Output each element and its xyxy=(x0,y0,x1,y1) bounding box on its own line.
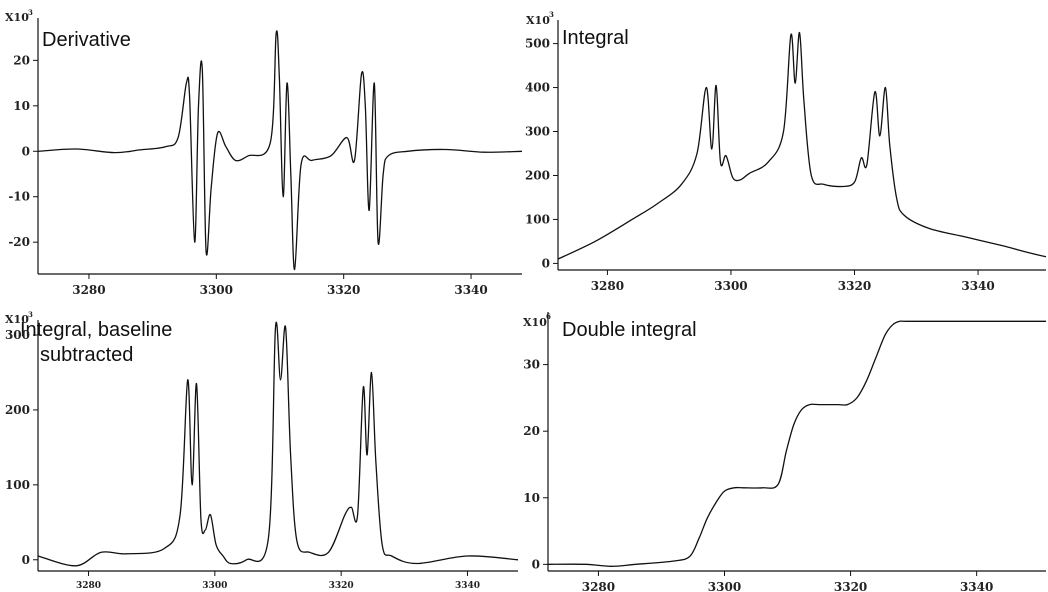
baseline-y-tick-label: 200 xyxy=(5,403,30,417)
derivative-y-multiplier-exp: 3 xyxy=(28,8,33,17)
baseline-y-tick-label: 100 xyxy=(5,478,30,492)
integral-y-tick-label: 500 xyxy=(525,37,550,51)
baseline-x-tick-label: 3300 xyxy=(202,581,227,591)
baseline-x-tick-label: 3340 xyxy=(455,581,480,591)
integral-y-multiplier-exp: 3 xyxy=(549,10,554,19)
double-integral-y-tick-label: 30 xyxy=(523,358,540,372)
derivative-panel: Derivative X10 3 3280 3300 3320 3340 -20 -10 0… xyxy=(5,8,523,297)
integral-y-multiplier: X10 xyxy=(526,14,550,27)
baseline-y-multiplier: X10 xyxy=(5,313,29,326)
derivative-x-tick-label: 3300 xyxy=(200,283,233,297)
derivative-y-tick-label: 10 xyxy=(13,99,30,113)
derivative-y-tick-label: 0 xyxy=(22,144,30,158)
baseline-title-line2: subtracted xyxy=(40,344,133,366)
integral-x-tick-label: 3340 xyxy=(961,279,994,293)
integral-x-tick-label: 3320 xyxy=(838,279,871,293)
baseline-y-multiplier-exp: 3 xyxy=(28,310,33,319)
baseline-title-line1: Integral, baseline xyxy=(20,319,172,341)
baseline-x-tick-label: 3320 xyxy=(329,581,354,591)
integral-y-tick-label: 100 xyxy=(525,212,550,226)
integral-y-tick-label: 300 xyxy=(525,125,550,139)
double-integral-panel: Double integral X10 6 3280 3300 3320 334001… xyxy=(523,312,1046,592)
integral-y-tick-label: 0 xyxy=(542,256,550,270)
derivative-x-tick-label: 3340 xyxy=(454,283,487,297)
baseline-y-tick-label: 300 xyxy=(5,328,30,342)
derivative-title: Derivative xyxy=(42,29,131,51)
derivative-y-tick-label: -20 xyxy=(8,235,30,249)
derivative-y-tick-label: -10 xyxy=(8,190,30,204)
double-integral-x-tick-label: 3280 xyxy=(582,580,615,592)
double-integral-x-tick-label: 3340 xyxy=(960,580,993,592)
double-integral-y-tick-label: 0 xyxy=(532,557,540,571)
integral-panel: Integral X10 3 3280 3300 3320 3340 0 100 200 30… xyxy=(525,10,1047,293)
double-integral-x-tick-label: 3300 xyxy=(708,580,741,592)
baseline-series-line xyxy=(37,321,519,567)
derivative-x-tick-label: 3280 xyxy=(72,283,105,297)
baseline-y-tick-label: 0 xyxy=(22,553,30,567)
derivative-series-line xyxy=(37,30,523,271)
integral-series-line xyxy=(557,31,1047,260)
integral-baseline-subtracted-panel: Integral, baseline subtracted X10 3 3280… xyxy=(5,310,519,591)
double-integral-y-tick-label: 20 xyxy=(523,424,540,438)
derivative-x-tick-label: 3320 xyxy=(327,283,360,297)
double-integral-x-tick-label: 3320 xyxy=(834,580,867,592)
integral-title: Integral xyxy=(562,27,629,49)
derivative-y-multiplier: X10 xyxy=(5,11,29,24)
double-integral-series-line xyxy=(547,320,1046,567)
integral-y-tick-label: 200 xyxy=(525,168,550,182)
baseline-x-tick-label: 3280 xyxy=(76,581,101,591)
integral-y-tick-label: 400 xyxy=(525,81,550,95)
double-integral-y-multiplier: X10 xyxy=(523,316,547,329)
double-integral-title: Double integral xyxy=(562,319,697,341)
integral-x-tick-label: 3280 xyxy=(591,279,624,293)
double-integral-y-tick-label: 10 xyxy=(523,491,540,505)
derivative-y-tick-label: 20 xyxy=(13,53,30,67)
integral-x-tick-label: 3300 xyxy=(714,279,747,293)
